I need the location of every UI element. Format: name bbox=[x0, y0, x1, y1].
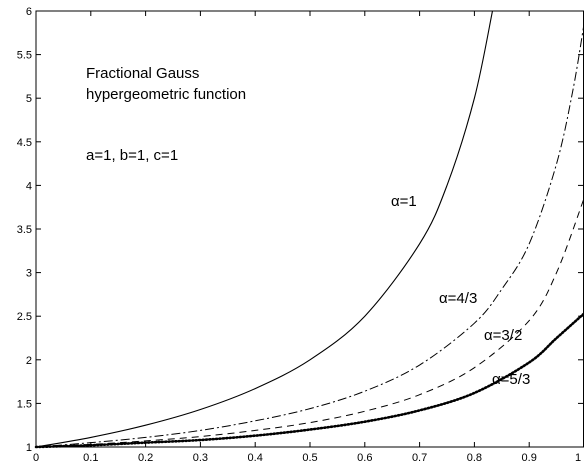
y-tick-label: 2 bbox=[26, 355, 32, 367]
x-tick-label: 0.5 bbox=[302, 452, 317, 464]
curve-label-alpha-5-3: α=5/3 bbox=[492, 371, 530, 388]
x-tick-label: 0.2 bbox=[138, 452, 153, 464]
curve-label-alpha-1: α=1 bbox=[391, 193, 417, 210]
x-tick-label: 0.3 bbox=[193, 452, 208, 464]
series-line-1 bbox=[35, 10, 494, 448]
series-line-2 bbox=[35, 23, 584, 448]
x-tick-label: 1 bbox=[575, 452, 581, 464]
x-tick-label: 0 bbox=[33, 452, 39, 464]
annotation-title-line2: hypergeometric function bbox=[86, 86, 246, 103]
x-tick-label: 0.6 bbox=[357, 452, 372, 464]
x-tick-label: 0.1 bbox=[83, 452, 98, 464]
y-tick-label: 1 bbox=[26, 442, 32, 454]
x-tick-label: 0.8 bbox=[467, 452, 482, 464]
annotation-parameters: a=1, b=1, c=1 bbox=[86, 147, 178, 164]
y-tick-label: 5 bbox=[26, 93, 32, 105]
y-tick-label: 4 bbox=[26, 180, 32, 192]
y-tick-label: 5.5 bbox=[17, 50, 32, 62]
y-tick-label: 2.5 bbox=[17, 311, 32, 323]
y-tick-label: 4.5 bbox=[17, 137, 32, 149]
series-line-4 bbox=[34, 312, 584, 449]
y-tick-label: 3.5 bbox=[17, 224, 32, 236]
x-tick-label: 0.4 bbox=[248, 452, 263, 464]
curve-label-alpha-3-2: α=3/2 bbox=[484, 327, 522, 344]
series-line-3 bbox=[35, 198, 584, 448]
curve-label-alpha-4-3: α=4/3 bbox=[439, 290, 477, 307]
y-tick-label: 1.5 bbox=[17, 398, 32, 410]
y-tick-label: 6 bbox=[26, 6, 32, 18]
curves bbox=[34, 10, 584, 449]
annotation-title-line1: Fractional Gauss bbox=[86, 65, 199, 82]
x-tick-label: 0.9 bbox=[522, 452, 537, 464]
ticks: 0 0.1 0.2 0.3 0.4 0.5 0.6 0.7 0.8 0.9 1 1 1.5 2 2.5 3 3.… bbox=[17, 6, 584, 464]
y-tick-label: 3 bbox=[26, 268, 32, 280]
x-tick-label: 0.7 bbox=[412, 452, 427, 464]
